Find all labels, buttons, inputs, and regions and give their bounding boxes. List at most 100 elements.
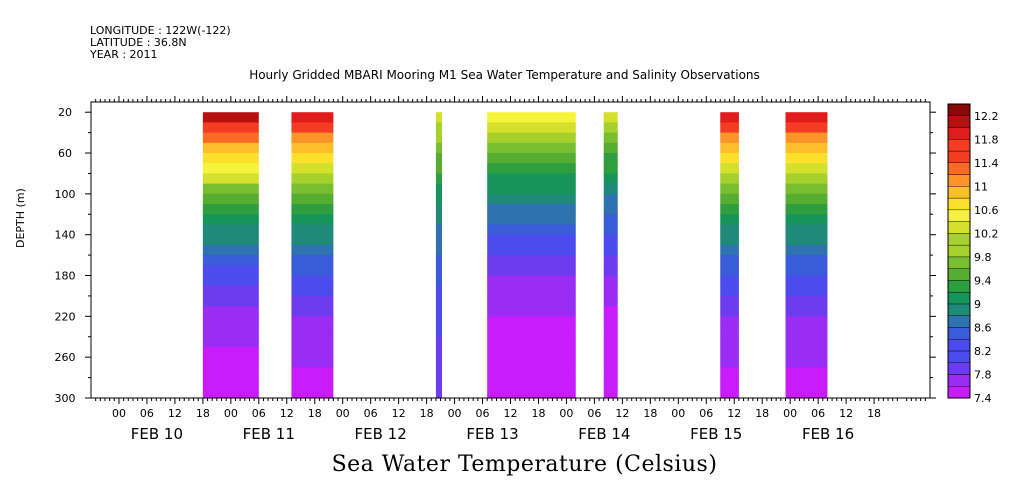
data-block-2-band [435, 214, 442, 226]
data-block-3-band [487, 275, 576, 287]
data-block-1-band [291, 357, 334, 368]
data-block-3-band [487, 306, 576, 317]
data-block-4-band [603, 132, 618, 144]
x-tick-label: 12 [504, 407, 518, 420]
data-block-3-band [487, 142, 576, 154]
data-block-0-band [202, 336, 259, 348]
data-block-3-band [487, 153, 576, 164]
x-day-label: FEB 13 [466, 425, 518, 443]
data-block-6-band [785, 214, 828, 226]
data-block-0-band [202, 295, 259, 307]
data-block-5-band [720, 255, 739, 266]
x-tick-label: 06 [587, 407, 601, 420]
data-block-6-band [785, 173, 828, 185]
data-block-2-band [435, 275, 442, 287]
colorbar-level [947, 233, 971, 246]
colorbar-level [947, 315, 971, 328]
latitude-label: LATITUDE : 36.8N [90, 36, 187, 49]
x-tick-label: 00 [448, 407, 462, 420]
colorbar-level [947, 209, 971, 222]
data-block-3-band [487, 173, 576, 185]
data-block-2-band [435, 204, 442, 215]
data-block-3-band [487, 367, 576, 379]
data-block-3-band [487, 326, 576, 338]
x-day-label: FEB 10 [131, 425, 183, 443]
data-block-5-band [720, 122, 739, 134]
data-block-4-band [603, 265, 618, 277]
data-block-0-band [202, 316, 259, 328]
data-block-2-band [435, 357, 442, 368]
x-tick-label: 18 [196, 407, 210, 420]
data-block-3-band [487, 295, 576, 307]
colorbar-title: Sea Water Temperature (Celsius) [331, 452, 718, 477]
colorbar-level [947, 139, 971, 152]
colorbar-level [947, 291, 971, 305]
colorbar-level [947, 186, 971, 199]
data-block-2-band [435, 387, 442, 398]
colorbar-label: 8.6 [974, 321, 992, 334]
data-block-0-band [202, 285, 259, 297]
colorbar-level [947, 115, 971, 128]
y-tick-label: 220 [55, 310, 76, 323]
data-block-2-band [435, 326, 442, 338]
data-block-4-band [603, 387, 618, 398]
data-block-0-band [202, 204, 259, 215]
data-block-1-band [291, 173, 334, 185]
data-block-6-band [785, 367, 828, 379]
data-block-4-band [603, 285, 618, 297]
x-tick-label: 12 [727, 407, 741, 420]
colorbar-level [947, 303, 971, 316]
data-block-2-band [435, 285, 442, 297]
data-block-2-band [435, 316, 442, 328]
data-block-4-band [603, 244, 618, 256]
colorbar-label: 9 [974, 298, 981, 311]
data-block-2-band [435, 244, 442, 256]
data-block-5-band [720, 295, 739, 307]
data-block-0-band [202, 112, 259, 124]
x-day-label: FEB 14 [578, 425, 630, 443]
data-block-2-band [435, 132, 442, 144]
data-block-4-band [603, 346, 618, 358]
data-block-2-band [435, 173, 442, 185]
x-tick-label: 18 [308, 407, 322, 420]
y-tick-label: 20 [58, 106, 72, 119]
y-tick-label: 60 [58, 147, 72, 160]
y-tick-label: 140 [55, 229, 76, 242]
data-block-5-band [720, 112, 739, 124]
data-block-0-band [202, 214, 259, 226]
data-block-1-band [291, 316, 334, 328]
data-block-5-band [720, 183, 739, 195]
y-tick-label: 100 [55, 188, 76, 201]
data-block-4-band [603, 193, 618, 205]
x-tick-label: 06 [476, 407, 490, 420]
x-day-label: FEB 16 [802, 425, 854, 443]
data-block-5-band [720, 357, 739, 368]
data-block-0-band [202, 153, 259, 164]
data-block-0-band [202, 234, 259, 246]
data-block-1-band [291, 142, 334, 154]
data-block-6-band [785, 224, 828, 236]
data-block-6-band [785, 316, 828, 328]
colorbar-label: 11.8 [974, 133, 999, 146]
data-block-4-band [603, 357, 618, 368]
data-block-4-band [603, 234, 618, 246]
data-block-6-band [785, 357, 828, 368]
colorbar-level [947, 197, 971, 211]
x-tick-label: 00 [112, 407, 126, 420]
data-block-3-band [487, 183, 576, 195]
x-tick-label: 12 [392, 407, 406, 420]
data-block-0-band [202, 132, 259, 144]
colorbar-level [947, 386, 971, 399]
data-block-6-band [785, 265, 828, 277]
data-block-4-band [603, 224, 618, 236]
data-block-1-band [291, 306, 334, 317]
data-block-5-band [720, 244, 739, 256]
colorbar-level [947, 362, 971, 375]
x-tick-label: 00 [559, 407, 573, 420]
colorbar-frame [947, 103, 971, 399]
x-tick-label: 06 [252, 407, 266, 420]
data-block-6-band [785, 142, 828, 154]
data-block-6-band [785, 377, 828, 389]
x-day-label: FEB 11 [243, 425, 295, 443]
data-block-5-band [720, 336, 739, 348]
